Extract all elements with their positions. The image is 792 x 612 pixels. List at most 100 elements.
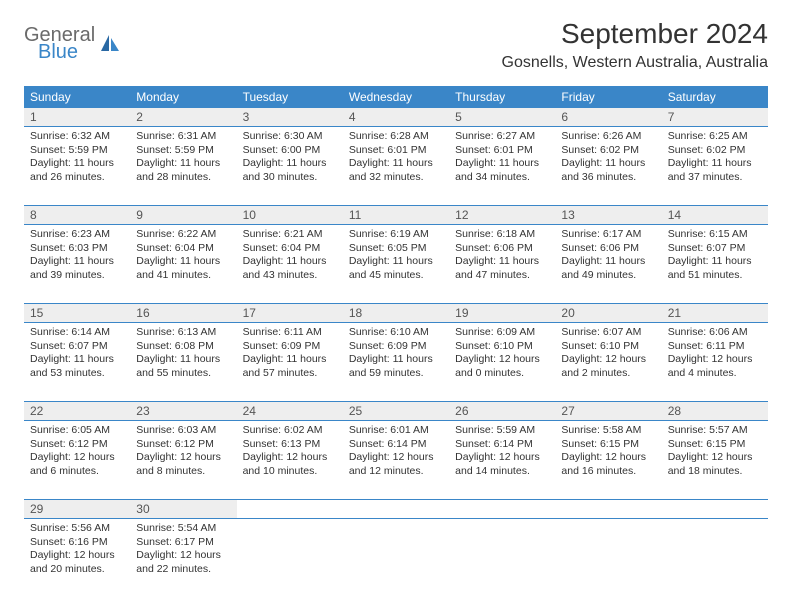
- day-sunset: Sunset: 6:07 PM: [30, 340, 124, 354]
- day-cell: Sunrise: 6:17 AMSunset: 6:06 PMDaylight:…: [555, 225, 661, 303]
- day-daylight1: Daylight: 12 hours: [30, 549, 124, 563]
- day-sunset: Sunset: 6:14 PM: [349, 438, 443, 452]
- day-daylight2: and 12 minutes.: [349, 465, 443, 479]
- day-daylight1: Daylight: 11 hours: [30, 353, 124, 367]
- day-sunrise: Sunrise: 6:02 AM: [243, 424, 337, 438]
- day-daylight2: and 43 minutes.: [243, 269, 337, 283]
- day-sunset: Sunset: 6:07 PM: [668, 242, 762, 256]
- day-sunrise: Sunrise: 6:17 AM: [561, 228, 655, 242]
- day-daylight1: Daylight: 11 hours: [455, 255, 549, 269]
- day-content: Sunrise: 6:28 AMSunset: 6:01 PMDaylight:…: [349, 130, 443, 185]
- week-content-row: Sunrise: 6:05 AMSunset: 6:12 PMDaylight:…: [24, 421, 768, 500]
- day-sunrise: Sunrise: 6:07 AM: [561, 326, 655, 340]
- day-daylight2: and 2 minutes.: [561, 367, 655, 381]
- day-daylight2: and 51 minutes.: [668, 269, 762, 283]
- logo: General Blue: [24, 26, 121, 62]
- day-cell: Sunrise: 6:01 AMSunset: 6:14 PMDaylight:…: [343, 421, 449, 499]
- day-header: Wednesday: [343, 86, 449, 108]
- day-daylight1: Daylight: 12 hours: [668, 353, 762, 367]
- day-cell: Sunrise: 5:56 AMSunset: 6:16 PMDaylight:…: [24, 519, 130, 597]
- day-daylight2: and 53 minutes.: [30, 367, 124, 381]
- day-sunrise: Sunrise: 5:59 AM: [455, 424, 549, 438]
- day-sunset: Sunset: 6:04 PM: [136, 242, 230, 256]
- day-sunset: Sunset: 6:10 PM: [561, 340, 655, 354]
- day-cell: Sunrise: 6:15 AMSunset: 6:07 PMDaylight:…: [662, 225, 768, 303]
- day-daylight2: and 47 minutes.: [455, 269, 549, 283]
- day-sunset: Sunset: 5:59 PM: [136, 144, 230, 158]
- day-sunrise: Sunrise: 6:15 AM: [668, 228, 762, 242]
- day-daylight1: Daylight: 12 hours: [243, 451, 337, 465]
- day-content: Sunrise: 6:10 AMSunset: 6:09 PMDaylight:…: [349, 326, 443, 381]
- day-daylight2: and 4 minutes.: [668, 367, 762, 381]
- day-cell: Sunrise: 6:07 AMSunset: 6:10 PMDaylight:…: [555, 323, 661, 401]
- day-cell: [662, 519, 768, 597]
- day-number: 27: [555, 402, 661, 420]
- day-header: Friday: [555, 86, 661, 108]
- day-number-row: 22232425262728: [24, 402, 768, 421]
- day-number: 15: [24, 304, 130, 322]
- day-sunrise: Sunrise: 6:01 AM: [349, 424, 443, 438]
- day-header: Sunday: [24, 86, 130, 108]
- day-content: Sunrise: 6:03 AMSunset: 6:12 PMDaylight:…: [136, 424, 230, 479]
- day-daylight1: Daylight: 12 hours: [561, 451, 655, 465]
- day-number: 26: [449, 402, 555, 420]
- day-sunrise: Sunrise: 6:30 AM: [243, 130, 337, 144]
- day-number: 2: [130, 108, 236, 126]
- day-daylight2: and 22 minutes.: [136, 563, 230, 577]
- day-cell: Sunrise: 6:26 AMSunset: 6:02 PMDaylight:…: [555, 127, 661, 205]
- day-daylight2: and 59 minutes.: [349, 367, 443, 381]
- day-cell: Sunrise: 6:31 AMSunset: 5:59 PMDaylight:…: [130, 127, 236, 205]
- day-sunset: Sunset: 6:02 PM: [668, 144, 762, 158]
- day-daylight1: Daylight: 11 hours: [243, 353, 337, 367]
- day-daylight1: Daylight: 12 hours: [455, 451, 549, 465]
- day-sunset: Sunset: 6:09 PM: [243, 340, 337, 354]
- day-cell: Sunrise: 6:32 AMSunset: 5:59 PMDaylight:…: [24, 127, 130, 205]
- day-daylight2: and 49 minutes.: [561, 269, 655, 283]
- day-content: Sunrise: 6:22 AMSunset: 6:04 PMDaylight:…: [136, 228, 230, 283]
- day-sunrise: Sunrise: 5:56 AM: [30, 522, 124, 536]
- day-content: Sunrise: 6:15 AMSunset: 6:07 PMDaylight:…: [668, 228, 762, 283]
- day-content: Sunrise: 5:59 AMSunset: 6:14 PMDaylight:…: [455, 424, 549, 479]
- day-daylight1: Daylight: 12 hours: [30, 451, 124, 465]
- day-sunrise: Sunrise: 6:05 AM: [30, 424, 124, 438]
- day-daylight1: Daylight: 12 hours: [136, 549, 230, 563]
- day-sunset: Sunset: 6:05 PM: [349, 242, 443, 256]
- day-content: Sunrise: 5:58 AMSunset: 6:15 PMDaylight:…: [561, 424, 655, 479]
- week-content-row: Sunrise: 6:23 AMSunset: 6:03 PMDaylight:…: [24, 225, 768, 304]
- day-number: [449, 500, 555, 518]
- day-header: Thursday: [449, 86, 555, 108]
- day-daylight1: Daylight: 11 hours: [136, 353, 230, 367]
- logo-text: General Blue: [24, 26, 95, 62]
- day-sunrise: Sunrise: 6:23 AM: [30, 228, 124, 242]
- day-content: Sunrise: 6:19 AMSunset: 6:05 PMDaylight:…: [349, 228, 443, 283]
- day-daylight1: Daylight: 11 hours: [561, 255, 655, 269]
- day-content: Sunrise: 5:57 AMSunset: 6:15 PMDaylight:…: [668, 424, 762, 479]
- day-number-row: 1234567: [24, 108, 768, 127]
- day-sunrise: Sunrise: 6:13 AM: [136, 326, 230, 340]
- day-number-row: 2930: [24, 500, 768, 519]
- day-content: Sunrise: 6:18 AMSunset: 6:06 PMDaylight:…: [455, 228, 549, 283]
- day-sunset: Sunset: 6:16 PM: [30, 536, 124, 550]
- day-daylight2: and 0 minutes.: [455, 367, 549, 381]
- day-content: Sunrise: 6:27 AMSunset: 6:01 PMDaylight:…: [455, 130, 549, 185]
- day-sunset: Sunset: 6:12 PM: [30, 438, 124, 452]
- day-daylight1: Daylight: 12 hours: [349, 451, 443, 465]
- day-sunset: Sunset: 6:09 PM: [349, 340, 443, 354]
- calendar: SundayMondayTuesdayWednesdayThursdayFrid…: [24, 86, 768, 597]
- day-daylight1: Daylight: 12 hours: [561, 353, 655, 367]
- day-daylight2: and 57 minutes.: [243, 367, 337, 381]
- day-cell: Sunrise: 5:57 AMSunset: 6:15 PMDaylight:…: [662, 421, 768, 499]
- day-number: 4: [343, 108, 449, 126]
- day-daylight2: and 14 minutes.: [455, 465, 549, 479]
- day-daylight2: and 16 minutes.: [561, 465, 655, 479]
- day-content: Sunrise: 6:21 AMSunset: 6:04 PMDaylight:…: [243, 228, 337, 283]
- day-daylight2: and 36 minutes.: [561, 171, 655, 185]
- day-cell: Sunrise: 6:22 AMSunset: 6:04 PMDaylight:…: [130, 225, 236, 303]
- day-sunrise: Sunrise: 5:57 AM: [668, 424, 762, 438]
- day-sunrise: Sunrise: 6:22 AM: [136, 228, 230, 242]
- day-number: 11: [343, 206, 449, 224]
- day-number: [662, 500, 768, 518]
- day-cell: Sunrise: 6:11 AMSunset: 6:09 PMDaylight:…: [237, 323, 343, 401]
- day-sunset: Sunset: 6:01 PM: [349, 144, 443, 158]
- day-cell: Sunrise: 6:14 AMSunset: 6:07 PMDaylight:…: [24, 323, 130, 401]
